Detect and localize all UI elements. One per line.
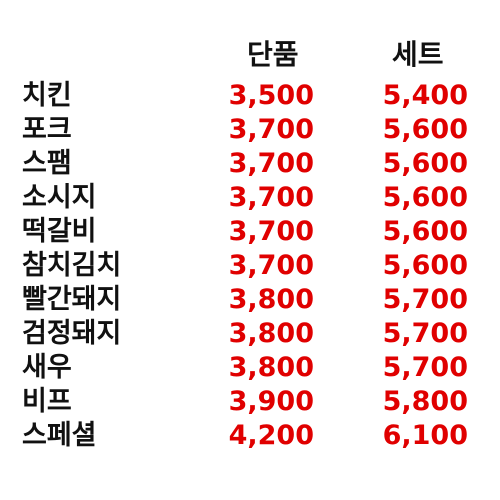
menu-item-name: 스팸 [22, 148, 72, 179]
menu-item-name: 치킨 [22, 80, 72, 111]
menu-item-name: 떡갈비 [22, 216, 97, 247]
set-price: 5,600 [382, 114, 468, 145]
menu-row: 빨간돼지 3,800 5,700 [0, 283, 500, 317]
menu-row: 새우 3,800 5,700 [0, 351, 500, 385]
set-price: 5,700 [382, 318, 468, 349]
menu-row: 참치김치 3,700 5,600 [0, 249, 500, 283]
menu-item-name: 빨간돼지 [22, 284, 122, 315]
menu-row: 떡갈비 3,700 5,600 [0, 215, 500, 249]
set-price: 6,100 [382, 420, 468, 451]
set-price: 5,700 [382, 284, 468, 315]
menu-list: 치킨 3,500 5,400 포크 3,700 5,600 스팸 3,700 5… [0, 79, 500, 453]
menu-item-name: 비프 [22, 386, 72, 417]
single-price: 4,200 [228, 420, 314, 451]
menu-item-name: 검정돼지 [22, 318, 122, 349]
single-price: 3,700 [228, 250, 314, 281]
set-price: 5,400 [382, 80, 468, 111]
menu-row: 포크 3,700 5,600 [0, 113, 500, 147]
menu-item-name: 스페셜 [22, 420, 97, 451]
menu-item-name: 참치김치 [22, 250, 122, 281]
menu-row: 검정돼지 3,800 5,700 [0, 317, 500, 351]
single-price: 3,900 [228, 386, 314, 417]
single-price-header: 단품 [247, 38, 299, 71]
single-price: 3,700 [228, 114, 314, 145]
menu-item-name: 새우 [22, 352, 72, 383]
menu-item-name: 소시지 [22, 182, 97, 213]
single-price: 3,800 [228, 352, 314, 383]
set-price: 5,600 [382, 148, 468, 179]
single-price: 3,700 [228, 148, 314, 179]
single-price: 3,500 [228, 80, 314, 111]
single-price: 3,800 [228, 284, 314, 315]
menu-row: 치킨 3,500 5,400 [0, 79, 500, 113]
set-price: 5,700 [382, 352, 468, 383]
menu-item-name: 포크 [22, 114, 72, 145]
menu-row: 스페셜 4,200 6,100 [0, 419, 500, 453]
menu-row: 비프 3,900 5,800 [0, 385, 500, 419]
single-price: 3,700 [228, 182, 314, 213]
set-price: 5,800 [382, 386, 468, 417]
set-price: 5,600 [382, 182, 468, 213]
single-price: 3,800 [228, 318, 314, 349]
menu-row: 소시지 3,700 5,600 [0, 181, 500, 215]
set-price-header: 세트 [392, 38, 444, 71]
menu-row: 스팸 3,700 5,600 [0, 147, 500, 181]
single-price: 3,700 [228, 216, 314, 247]
set-price: 5,600 [382, 250, 468, 281]
set-price: 5,600 [382, 216, 468, 247]
